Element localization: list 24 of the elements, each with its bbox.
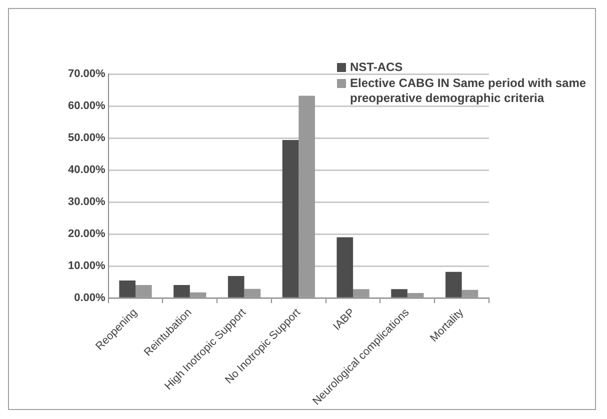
bar bbox=[119, 280, 136, 298]
bar bbox=[190, 292, 206, 298]
legend-label: NST-ACS bbox=[350, 60, 403, 75]
bar bbox=[391, 289, 408, 298]
y-tick-label: 70.00% bbox=[68, 68, 106, 80]
bar bbox=[174, 285, 190, 298]
legend-label: Elective CABG IN Same period with same preoperative demographic criteria bbox=[350, 76, 587, 106]
bar bbox=[336, 237, 354, 298]
bar bbox=[282, 140, 299, 298]
bar bbox=[136, 285, 152, 298]
y-tick-label: 20.00% bbox=[68, 228, 106, 240]
y-tick-label: 0.00% bbox=[74, 292, 106, 304]
y-tick-label: 50.00% bbox=[68, 132, 106, 144]
bar bbox=[407, 293, 424, 298]
bar bbox=[462, 290, 478, 298]
bar bbox=[228, 276, 244, 298]
bar bbox=[244, 288, 261, 298]
bar bbox=[298, 96, 315, 298]
y-tick-label: 30.00% bbox=[68, 196, 106, 208]
bar bbox=[445, 272, 462, 298]
y-tick-label: 10.00% bbox=[68, 260, 106, 272]
y-tick-label: 40.00% bbox=[68, 164, 106, 176]
y-tick-label: 60.00% bbox=[68, 100, 106, 112]
bar bbox=[353, 289, 370, 298]
